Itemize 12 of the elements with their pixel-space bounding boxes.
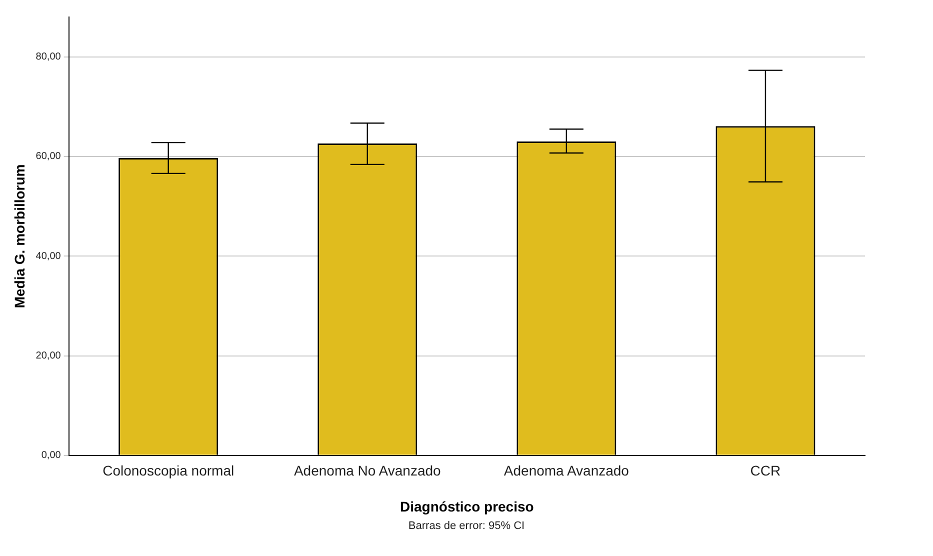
- x-tick-label: Adenoma No Avanzado: [294, 462, 442, 479]
- x-axis-title: Diagnóstico preciso: [400, 498, 534, 514]
- y-tick-label: 80,00: [36, 52, 62, 63]
- y-tick-label: 20,00: [36, 350, 62, 362]
- y-tick-label: 40,00: [36, 250, 62, 262]
- y-tick-label: 60,00: [36, 151, 62, 162]
- x-tick-label: Adenoma Avanzado: [504, 462, 630, 479]
- text: Barras de error: 95% CI: [407, 520, 526, 532]
- x-tick-label: Colonoscopia normal: [102, 462, 234, 479]
- y-tick-label: 0,00: [41, 450, 62, 462]
- y-axis-title: Media G. morbillorum: [11, 164, 28, 308]
- x-tick-label: CCR: [750, 462, 781, 479]
